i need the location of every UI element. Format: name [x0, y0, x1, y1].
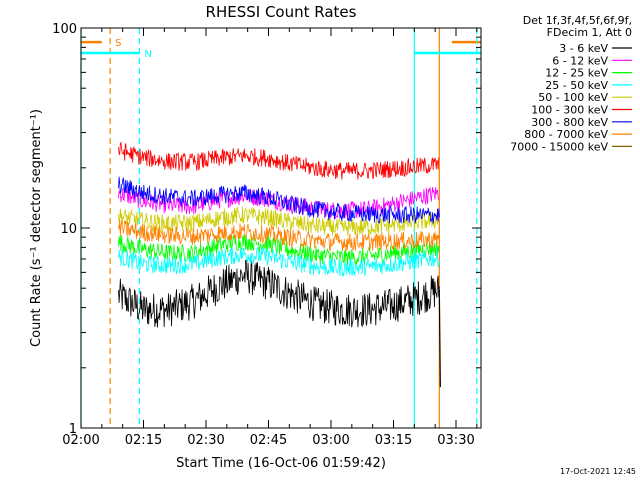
legend-label-1: 3 - 6 keV — [559, 42, 608, 55]
marker-label-1: S — [115, 38, 121, 49]
series-layer — [118, 141, 441, 388]
y-axis-title: Count Rate (s⁻¹ detector segment⁻¹) — [29, 109, 44, 347]
chart-title: RHESSI Count Rates — [206, 3, 357, 21]
x-tick-label-6: 03:15 — [375, 433, 412, 448]
series-line-7 — [118, 176, 440, 225]
legend: Det 1f,3f,4f,5f,6f,9f,FDecim 1, Att 0 3 -… — [510, 14, 632, 153]
legend-label-2: 6 - 12 keV — [552, 54, 608, 67]
x-tick-label-7: 03:30 — [437, 433, 474, 448]
y-tick-label-1: 1 — [69, 422, 77, 437]
legend-label-7: 300 - 800 keV — [531, 116, 608, 129]
series-line-1 — [118, 259, 440, 328]
y-tick-label-2: 10 — [60, 222, 77, 237]
marker-label-2: N — [144, 49, 151, 60]
legend-label-8: 800 - 7000 keV — [524, 128, 608, 141]
series-dropoff — [438, 289, 441, 388]
legend-label-6: 100 - 300 keV — [531, 104, 608, 117]
x-tick-label-5: 03:00 — [312, 433, 349, 448]
series-line-3 — [118, 233, 440, 267]
legend-header-line: FDecim 1, Att 0 — [547, 26, 632, 39]
x-tick-label-3: 02:30 — [187, 433, 224, 448]
axis-layer: 02:00 02:15 02:30 02:45 03:00 03:15 03:30 1 10 10… — [52, 22, 481, 448]
legend-label-5: 50 - 100 keV — [538, 91, 608, 104]
footer-timestamp: 17-Oct-2021 12:45 — [560, 467, 636, 476]
y-tick-label-3: 100 — [52, 22, 77, 37]
series-line-5 — [118, 206, 440, 237]
x-tick-label-4: 02:45 — [250, 433, 287, 448]
series-line-4 — [118, 246, 440, 277]
series-line-6 — [118, 141, 440, 180]
series-line-8 — [118, 219, 440, 252]
x-tick-label-1: 02:00 — [62, 433, 99, 448]
legend-label-4: 25 - 50 keV — [545, 79, 608, 92]
series-line-2 — [118, 187, 440, 221]
x-tick-label-2: 02:15 — [125, 433, 162, 448]
legend-header-line: Det 1f,3f,4f,5f,6f,9f, — [523, 14, 632, 27]
x-axis-title: Start Time (16-Oct-06 01:59:42) — [176, 456, 386, 471]
legend-label-3: 12 - 25 keV — [545, 67, 608, 80]
legend-label-9: 7000 - 15000 keV — [510, 140, 608, 153]
